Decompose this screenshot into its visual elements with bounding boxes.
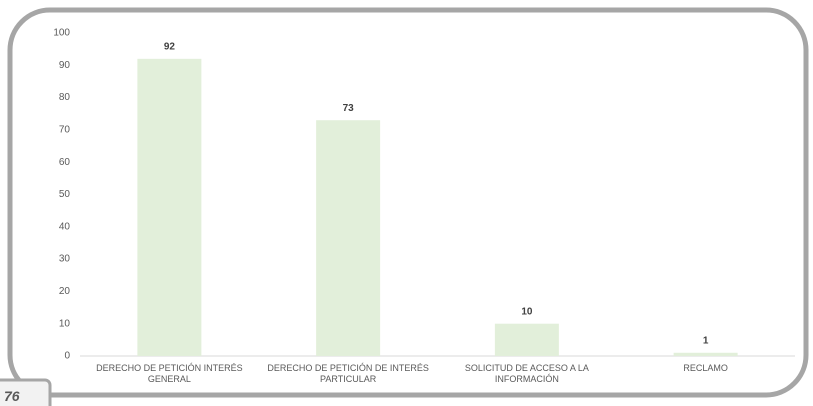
y-tick-label: 10 xyxy=(59,318,71,329)
y-tick-label: 0 xyxy=(64,351,70,362)
data-label: 1 xyxy=(703,335,709,346)
y-tick-label: 50 xyxy=(59,189,71,200)
y-tick-label: 100 xyxy=(53,28,70,39)
y-tick-label: 20 xyxy=(59,286,71,297)
x-tick-label: DERECHO DE PETICIÓN INTERÉS GENERAL xyxy=(96,363,243,384)
bar xyxy=(137,58,202,357)
page-tab xyxy=(0,378,52,406)
bar xyxy=(494,323,559,356)
bar xyxy=(673,352,738,356)
y-tick-label: 30 xyxy=(59,254,71,265)
x-tick-label: RECLAMO xyxy=(683,363,728,373)
y-tick-label: 60 xyxy=(59,157,71,168)
y-tick-label: 40 xyxy=(59,221,71,232)
y-tick-label: 80 xyxy=(59,92,71,103)
frame xyxy=(7,7,809,398)
y-tick-label: 70 xyxy=(59,125,71,136)
x-tick-label: DERECHO DE PETICIÓN DE INTERÉS PARTICULA… xyxy=(267,363,429,384)
y-tick-label: 90 xyxy=(59,60,71,71)
page-number: 76 xyxy=(4,388,20,404)
x-tick-label: SOLICITUD DE ACCESO A LA INFORMACIÓN xyxy=(464,363,589,384)
data-label: 73 xyxy=(343,103,355,114)
bar xyxy=(316,120,381,357)
data-label: 10 xyxy=(521,306,533,317)
data-label: 92 xyxy=(164,41,176,52)
